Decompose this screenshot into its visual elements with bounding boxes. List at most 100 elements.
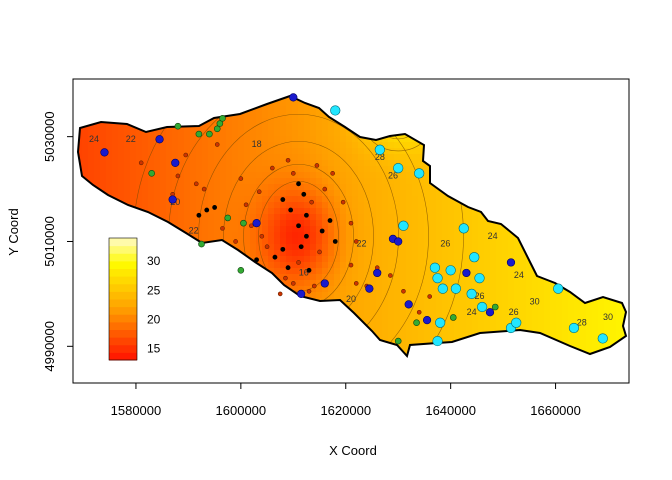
green-dot-point bbox=[216, 120, 224, 127]
small-red-dot-point bbox=[353, 239, 359, 244]
blue-dot-point bbox=[404, 300, 413, 309]
black-dot-point bbox=[254, 257, 259, 263]
black-dot-point bbox=[327, 218, 333, 223]
legend-color-step bbox=[109, 276, 137, 285]
small-red-dot-point bbox=[270, 165, 275, 171]
small-red-dot-point bbox=[243, 202, 249, 208]
small-red-dot-point bbox=[249, 223, 254, 229]
legend-tick-label: 30 bbox=[147, 254, 161, 268]
y-tick-label: 5030000 bbox=[42, 111, 57, 162]
small-red-dot-point bbox=[201, 186, 207, 192]
contour-label: 26 bbox=[440, 239, 450, 249]
contour-labels: 24221820221622202826242626243028302624 bbox=[89, 134, 613, 327]
cyan-circle-point bbox=[374, 144, 385, 155]
cyan-circle-point bbox=[393, 163, 404, 174]
small-red-dot-point bbox=[314, 163, 320, 168]
blue-dot-point bbox=[155, 135, 164, 144]
small-red-dot-point bbox=[220, 226, 225, 231]
cyan-circle-point bbox=[432, 273, 443, 284]
small-red-dot-point bbox=[175, 173, 181, 179]
cyan-circle-point bbox=[429, 262, 441, 273]
small-red-dot-point bbox=[183, 152, 189, 158]
black-dot-point bbox=[319, 228, 325, 234]
green-dot-point bbox=[195, 130, 203, 138]
contour-label: 28 bbox=[577, 317, 587, 327]
cyan-circle-point bbox=[553, 283, 564, 294]
blue-dot-point bbox=[297, 289, 306, 298]
legend-color-step bbox=[109, 238, 137, 247]
contour-label: 30 bbox=[603, 312, 613, 322]
small-red-dot-point bbox=[348, 262, 354, 268]
contour-label: 16 bbox=[299, 268, 309, 278]
contour-label: 30 bbox=[530, 296, 540, 306]
x-axis: 1580000 1600000 1620000 1640000 1660000 bbox=[111, 383, 581, 418]
black-dot-point bbox=[280, 246, 286, 252]
blue-dot-point bbox=[373, 268, 382, 278]
green-dot-point bbox=[206, 130, 213, 138]
cyan-circle-point bbox=[511, 317, 522, 328]
contour-label: 18 bbox=[252, 139, 262, 149]
cyan-circle-point bbox=[432, 335, 443, 347]
small-red-dot-point bbox=[296, 260, 301, 265]
blue-dot-point bbox=[252, 219, 261, 228]
small-red-dot-point bbox=[322, 186, 328, 192]
x-axis-label: X Coord bbox=[329, 443, 377, 458]
legend-color-step bbox=[109, 283, 137, 292]
x-tick-label: 1640000 bbox=[425, 403, 476, 418]
black-dot-point bbox=[332, 239, 338, 244]
green-dot-point bbox=[148, 170, 155, 177]
small-red-dot-point bbox=[427, 294, 432, 299]
legend-color-step bbox=[109, 299, 137, 308]
cyan-circle-point bbox=[435, 317, 446, 328]
cyan-circle-point bbox=[445, 265, 456, 276]
black-dot-point bbox=[301, 191, 307, 197]
small-red-dot-point bbox=[238, 176, 244, 181]
legend-color-step bbox=[109, 314, 137, 323]
plot-frame bbox=[72, 78, 630, 384]
color-legend: 15 20 25 30 bbox=[108, 237, 161, 361]
x-tick-label: 1620000 bbox=[320, 403, 371, 418]
blue-dot-point bbox=[462, 268, 471, 278]
black-dot-point bbox=[296, 181, 301, 187]
green-dot-point bbox=[394, 337, 402, 345]
small-red-dot-point bbox=[256, 189, 262, 194]
small-red-dot-point bbox=[311, 283, 317, 289]
x-tick-label: 1600000 bbox=[216, 403, 267, 418]
black-dot-point bbox=[304, 233, 309, 239]
green-dot-point bbox=[449, 314, 457, 321]
region-boundary bbox=[76, 94, 628, 359]
green-dot-point bbox=[174, 122, 182, 130]
blue-dot-point bbox=[506, 258, 516, 267]
blue-dot-point bbox=[100, 148, 109, 157]
cyan-circle-point bbox=[450, 283, 462, 294]
legend-tick-label: 25 bbox=[147, 283, 161, 297]
cyan-circle-point bbox=[466, 288, 477, 299]
black-dot-point bbox=[304, 212, 309, 218]
blue-dot-point bbox=[365, 284, 374, 293]
legend-color-step bbox=[109, 329, 137, 338]
small-red-dot-point bbox=[277, 291, 283, 297]
black-dot-point bbox=[288, 207, 294, 213]
small-red-dot-point bbox=[291, 171, 296, 176]
small-red-dot-point bbox=[388, 273, 393, 278]
green-dot-point bbox=[240, 219, 247, 227]
y-tick-label: 4990000 bbox=[42, 321, 57, 372]
green-dot-point bbox=[198, 240, 205, 248]
black-dot-point bbox=[204, 207, 210, 213]
small-red-dot-point bbox=[309, 199, 314, 205]
x-tick-label: 1580000 bbox=[111, 403, 162, 418]
green-dot-point bbox=[219, 115, 226, 122]
cyan-circle-point bbox=[597, 333, 608, 344]
blue-dot-point bbox=[394, 237, 403, 246]
y-tick-label: 5010000 bbox=[42, 216, 57, 267]
x-tick-label: 1660000 bbox=[530, 403, 581, 418]
small-red-dot-point bbox=[353, 281, 359, 286]
y-axis-label: Y Coord bbox=[6, 208, 21, 255]
small-red-dot-point bbox=[416, 309, 422, 315]
cyan-circle-point bbox=[469, 252, 480, 263]
small-red-dot-point bbox=[348, 220, 354, 226]
legend-color-step bbox=[109, 321, 137, 330]
small-red-dot-point bbox=[193, 181, 199, 187]
cyan-circle-point bbox=[477, 301, 488, 313]
contour-label: 22 bbox=[189, 226, 199, 236]
